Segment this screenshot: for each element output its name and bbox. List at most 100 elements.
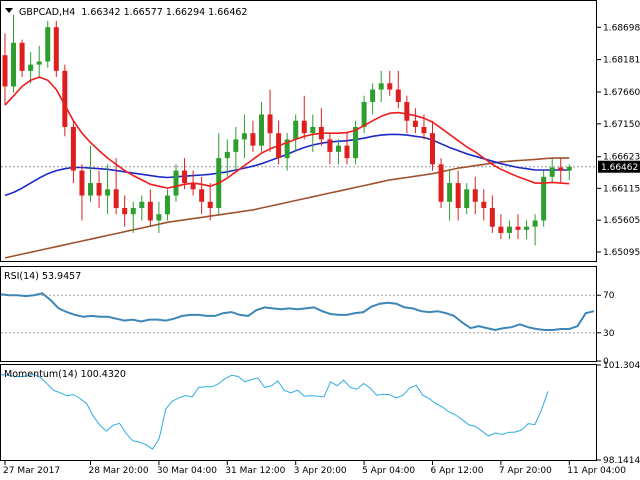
candle-bear [182, 170, 188, 184]
momentum-axis: 101.3043 98.1414 [597, 361, 640, 466]
time-tick-label: 11 Apr 04:00 [567, 466, 626, 476]
candle-bear [79, 170, 85, 196]
candle-bull [549, 167, 555, 177]
candle-bear [438, 164, 444, 202]
candle-bull [45, 27, 51, 62]
price-tick-label: 1.66623 [603, 153, 640, 163]
rsi-tick-label: 70 [603, 291, 615, 301]
candle-bear [395, 89, 401, 103]
price-tick-label: 1.67150 [603, 120, 640, 130]
candle-bull [335, 145, 341, 152]
rsi-plot-area [0, 266, 597, 362]
candle-bull [36, 61, 42, 65]
candle-bull [130, 208, 136, 215]
candle-bear [481, 201, 487, 209]
price-tick-label: 1.68698 [603, 23, 640, 33]
candle-bear [558, 167, 564, 171]
candle-bear [70, 126, 76, 171]
candle-bull [88, 183, 93, 196]
price-tick-label: 1.65095 [603, 248, 640, 258]
candle-bull [164, 195, 170, 215]
current-price-tag-label: 1.66462 [601, 163, 638, 173]
candle-bull [353, 126, 359, 159]
price-marks [1, 14, 597, 259]
candle-bear [344, 145, 350, 159]
rsi-axis: 70 30 0 [597, 291, 615, 367]
candle-bull [173, 170, 179, 196]
candle-bear [455, 183, 461, 209]
candle-bull [224, 151, 230, 159]
price-panel: GBPCAD,H4 1.66342 1.66577 1.66294 1.6646… [0, 0, 640, 262]
time-axis: 27 Mar 2017 28 Mar 20:00 30 Mar 04:00 31 Ma… [3, 461, 626, 476]
candle-bear [327, 139, 333, 152]
momentum-marks [0, 373, 549, 450]
candle-bear [207, 201, 213, 209]
rsi-line [0, 292, 595, 332]
price-tick-label: 1.66115 [603, 184, 640, 194]
candle-bear [53, 27, 59, 71]
candle-bull [378, 83, 384, 90]
candle-bull [464, 189, 470, 209]
candle-bull [105, 189, 111, 196]
candle-bull [447, 183, 453, 202]
candle-bull [11, 42, 17, 87]
candle-bull [566, 166, 572, 171]
price-tick-label: 1.67660 [603, 88, 640, 98]
candle-bull [233, 139, 239, 152]
candle-bear [19, 42, 25, 71]
price-plot-area [0, 0, 597, 262]
time-tick-label: 31 Mar 12:00 [225, 466, 285, 476]
candle-bull [241, 133, 247, 140]
candle-bull [310, 126, 316, 134]
candle-bear [472, 189, 478, 202]
candle-bull [532, 220, 538, 227]
time-tick-label: 7 Apr 20:00 [499, 466, 552, 476]
candle-bull [28, 64, 34, 71]
collapse-triangle-icon[interactable] [5, 8, 13, 13]
time-tick-label: 6 Apr 12:00 [431, 466, 484, 476]
candle-bear [62, 70, 68, 127]
candle-bear [412, 120, 418, 127]
candle-bear [147, 201, 153, 221]
candle-bull [361, 102, 367, 127]
price-tick-label: 1.65605 [603, 216, 640, 226]
candle-bear [498, 226, 504, 233]
ohlc-readout: 1.66342 1.66577 1.66294 1.66462 [81, 7, 247, 18]
candle-bear [267, 114, 273, 134]
candle-bull [259, 114, 264, 146]
rsi-title: RSI(14) 53.9457 [4, 271, 81, 282]
candle-bear [421, 126, 427, 134]
candle-bull [506, 226, 512, 233]
candle-bear [2, 55, 8, 87]
momentum-title: Momentum(14) 100.4320 [4, 369, 126, 380]
candle-bear [515, 226, 521, 230]
candle-bear [96, 183, 102, 196]
symbol-title: GBPCAD,H4 [19, 7, 75, 18]
candle-bear [250, 133, 256, 146]
candle-bull [293, 120, 299, 140]
rsi-panel: RSI(14) 53.9457 70 30 0 [0, 266, 615, 367]
ma-fast-line [4, 76, 570, 189]
momentum-plot-area [0, 364, 597, 461]
candle-bear [122, 208, 128, 215]
rsi-tick-label: 30 [603, 329, 615, 339]
candle-bull [541, 176, 547, 221]
candle-bear [387, 83, 393, 90]
time-tick-label: 5 Apr 04:00 [362, 466, 415, 476]
time-tick-label: 27 Mar 2017 [3, 466, 60, 476]
candle-bear [199, 189, 205, 202]
candle-bear [190, 183, 196, 190]
candle-bear [113, 189, 119, 209]
candle-bull [370, 89, 376, 103]
ma-slow-line [4, 157, 570, 259]
candle-bear [430, 133, 435, 165]
candle-bull [139, 201, 145, 209]
time-tick-label: 28 Mar 20:00 [89, 466, 149, 476]
momentum-tick-label: 101.3043 [603, 361, 640, 371]
current-price-tag [598, 160, 640, 173]
time-tick-label: 30 Mar 04:00 [157, 466, 217, 476]
rsi-marks [0, 292, 597, 334]
momentum-panel: Momentum(14) 100.4320 101.3043 98.1414 [0, 361, 640, 466]
candle-bull [524, 226, 530, 230]
